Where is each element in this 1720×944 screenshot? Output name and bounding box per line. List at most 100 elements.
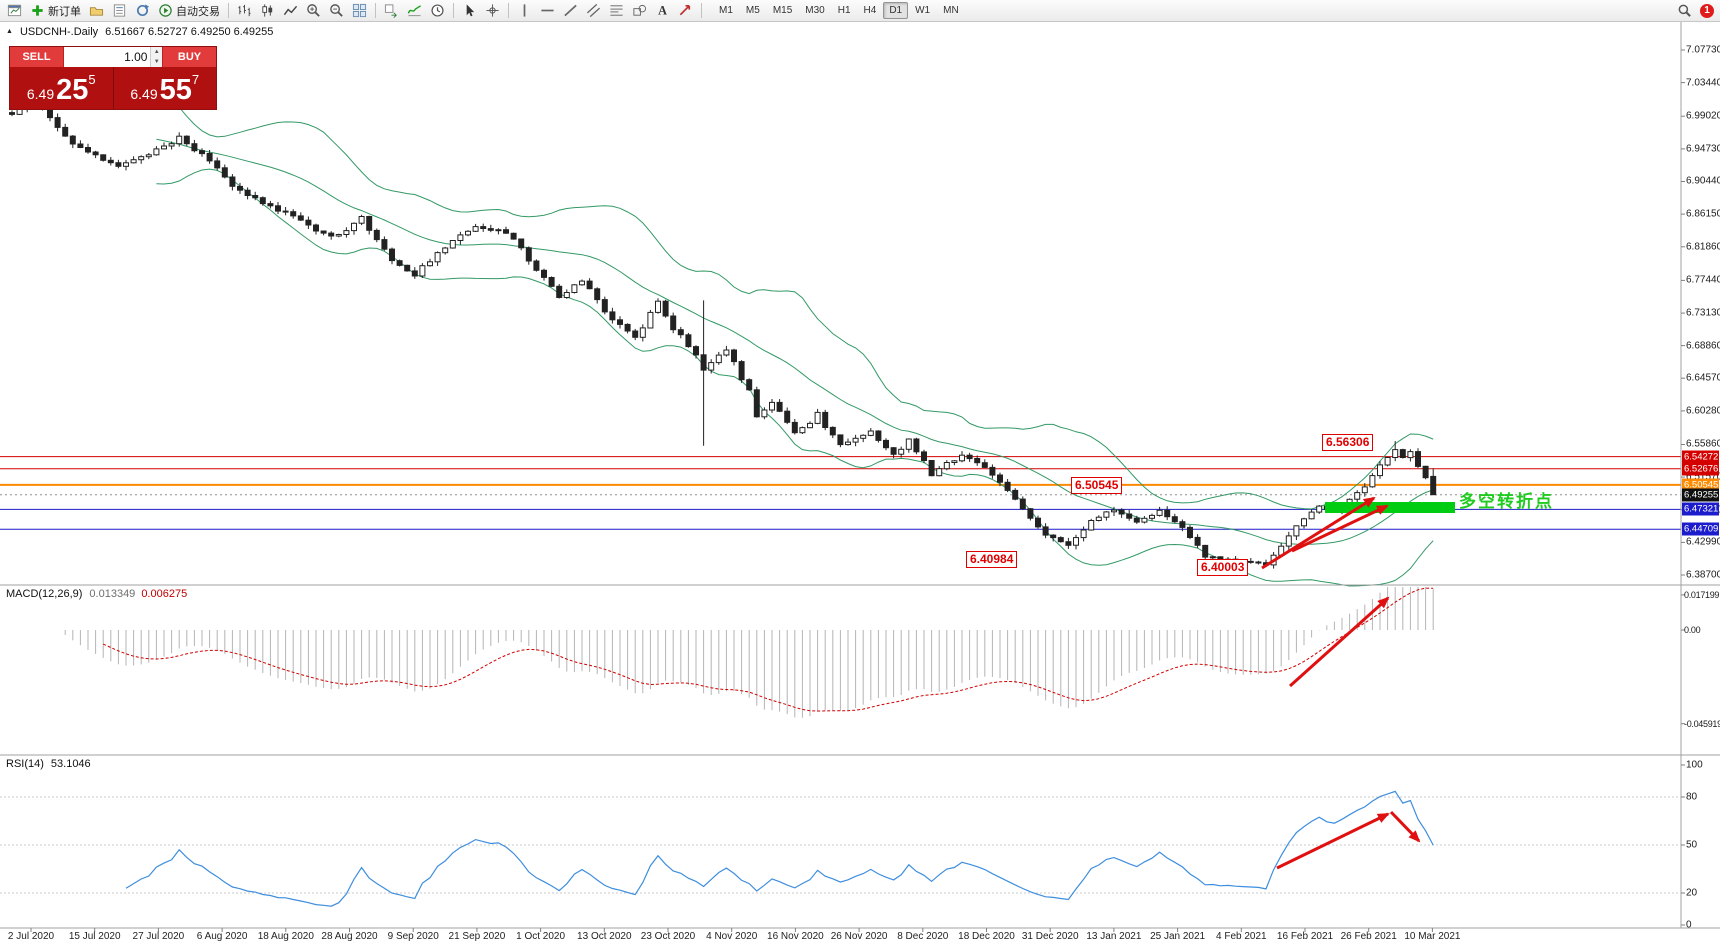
sell-button[interactable]: SELL <box>10 47 64 67</box>
zone-annotation-text: 多空转折点 <box>1459 492 1554 511</box>
zoom-out-button[interactable] <box>326 1 347 20</box>
tile-windows-icon <box>352 3 367 18</box>
candle-body <box>898 448 905 455</box>
candle-body <box>1399 449 1406 459</box>
candle-body <box>905 438 912 450</box>
candle-body <box>1050 534 1057 539</box>
candle-body <box>1407 451 1414 459</box>
period-clock-button[interactable] <box>427 1 448 20</box>
candle-body <box>837 434 844 446</box>
price-chart-canvas[interactable] <box>0 22 1720 944</box>
line-chart-icon <box>283 5 298 16</box>
macd-name: MACD(12,26,9) <box>6 588 83 600</box>
candle-body <box>130 159 137 164</box>
sell-price-pipette: 5 <box>88 72 96 87</box>
candle-body <box>814 411 821 424</box>
candle-body <box>670 315 677 331</box>
sell-price-base: 6.49 <box>26 86 55 102</box>
bar-chart-button[interactable] <box>234 1 255 20</box>
one-click-collapse-icon[interactable]: ▲ <box>6 28 13 35</box>
candle-body <box>366 216 373 231</box>
volume-input[interactable] <box>64 47 151 67</box>
toolbar-separator <box>701 3 702 18</box>
volume-up-arrow[interactable]: ▲ <box>151 47 162 57</box>
candle-body <box>1133 517 1140 523</box>
trendline-icon <box>564 4 577 17</box>
crosshair-icon <box>486 4 499 17</box>
timeframe-m15-button[interactable]: M15 <box>772 5 793 16</box>
svg-text:A: A <box>658 4 667 18</box>
candle-body <box>708 362 715 371</box>
fibonacci-tool-button[interactable] <box>606 1 627 20</box>
market-watch-icon <box>113 4 126 17</box>
toolbar-separator <box>228 3 229 18</box>
candle-body <box>921 451 927 461</box>
buy-button[interactable]: BUY <box>162 47 216 67</box>
candle-body <box>541 269 547 278</box>
cursor-tool-button[interactable] <box>459 1 480 20</box>
candle-body <box>1308 511 1315 520</box>
candle-body <box>1149 514 1155 519</box>
auto-arrange-button[interactable] <box>381 1 402 20</box>
shapes-tool-button[interactable] <box>629 1 650 20</box>
timeframe-d1-button[interactable]: D1 <box>883 2 909 19</box>
timeframe-mn-button[interactable]: MN <box>943 5 959 16</box>
volume-down-arrow[interactable]: ▼ <box>151 57 162 67</box>
new-chart-button[interactable] <box>4 1 25 20</box>
candle-body <box>411 270 418 277</box>
vertical-line-tool-button[interactable] <box>514 1 535 20</box>
candle-body <box>601 299 608 313</box>
candle-body <box>161 145 167 150</box>
tile-windows-button[interactable] <box>349 1 370 20</box>
timeframe-h4-button[interactable]: H4 <box>863 5 877 16</box>
toolbar-separator <box>508 3 509 18</box>
crosshair-tool-button[interactable] <box>482 1 503 20</box>
trend-arrow <box>1261 496 1376 570</box>
candle-body <box>1293 525 1300 537</box>
buy-price-panel[interactable]: 6.49 55 7 <box>112 67 216 109</box>
indicators-button[interactable] <box>404 1 425 20</box>
candle-body <box>1019 498 1026 510</box>
candle-body <box>1035 517 1041 528</box>
line-chart-button[interactable] <box>280 1 301 20</box>
channel-tool-button[interactable] <box>583 1 604 20</box>
sell-price-panel[interactable]: 6.49 25 5 <box>10 67 113 109</box>
refresh-button[interactable] <box>132 1 153 20</box>
zoom-in-button[interactable] <box>303 1 324 20</box>
candlestick-chart-button[interactable] <box>257 1 278 20</box>
candle-body <box>746 379 753 391</box>
timeframe-m5-button[interactable]: M5 <box>745 5 760 16</box>
new-order-button[interactable]: 新订单 <box>27 1 84 20</box>
notification-badge[interactable]: 1 <box>1700 3 1714 18</box>
arrows-tool-button[interactable] <box>675 1 696 20</box>
candle-body <box>1316 505 1323 513</box>
candle-body <box>419 265 426 277</box>
candle-body <box>1164 509 1171 518</box>
candle-body <box>100 154 107 161</box>
candle-body <box>123 162 129 167</box>
market-watch-button[interactable] <box>109 1 130 20</box>
candle-body <box>1118 509 1125 515</box>
timeframe-w1-button[interactable]: W1 <box>915 5 931 16</box>
candle-body <box>457 234 464 241</box>
candle-body <box>1285 535 1292 547</box>
text-tool-button[interactable]: A <box>652 1 673 20</box>
timeframe-h1-button[interactable]: H1 <box>837 5 851 16</box>
autotrading-button[interactable]: 自动交易 <box>155 1 223 20</box>
timeframe-m30-button[interactable]: M30 <box>805 5 825 16</box>
search-button[interactable] <box>1674 1 1695 20</box>
candle-body <box>761 409 768 418</box>
zoom-out-icon <box>330 4 343 17</box>
candle-body <box>487 228 494 231</box>
candle-body <box>115 162 122 167</box>
timeframe-m1-button[interactable]: M1 <box>719 5 733 16</box>
candle-body <box>389 248 395 262</box>
candle-body <box>1126 513 1133 519</box>
horizontal-line-tool-button[interactable] <box>537 1 558 20</box>
candle-body <box>822 411 829 428</box>
trendline-tool-button[interactable] <box>560 1 581 20</box>
candle-body <box>677 329 684 336</box>
candle-body <box>145 154 152 158</box>
profiles-button[interactable] <box>86 1 107 20</box>
candle-body <box>883 439 889 449</box>
